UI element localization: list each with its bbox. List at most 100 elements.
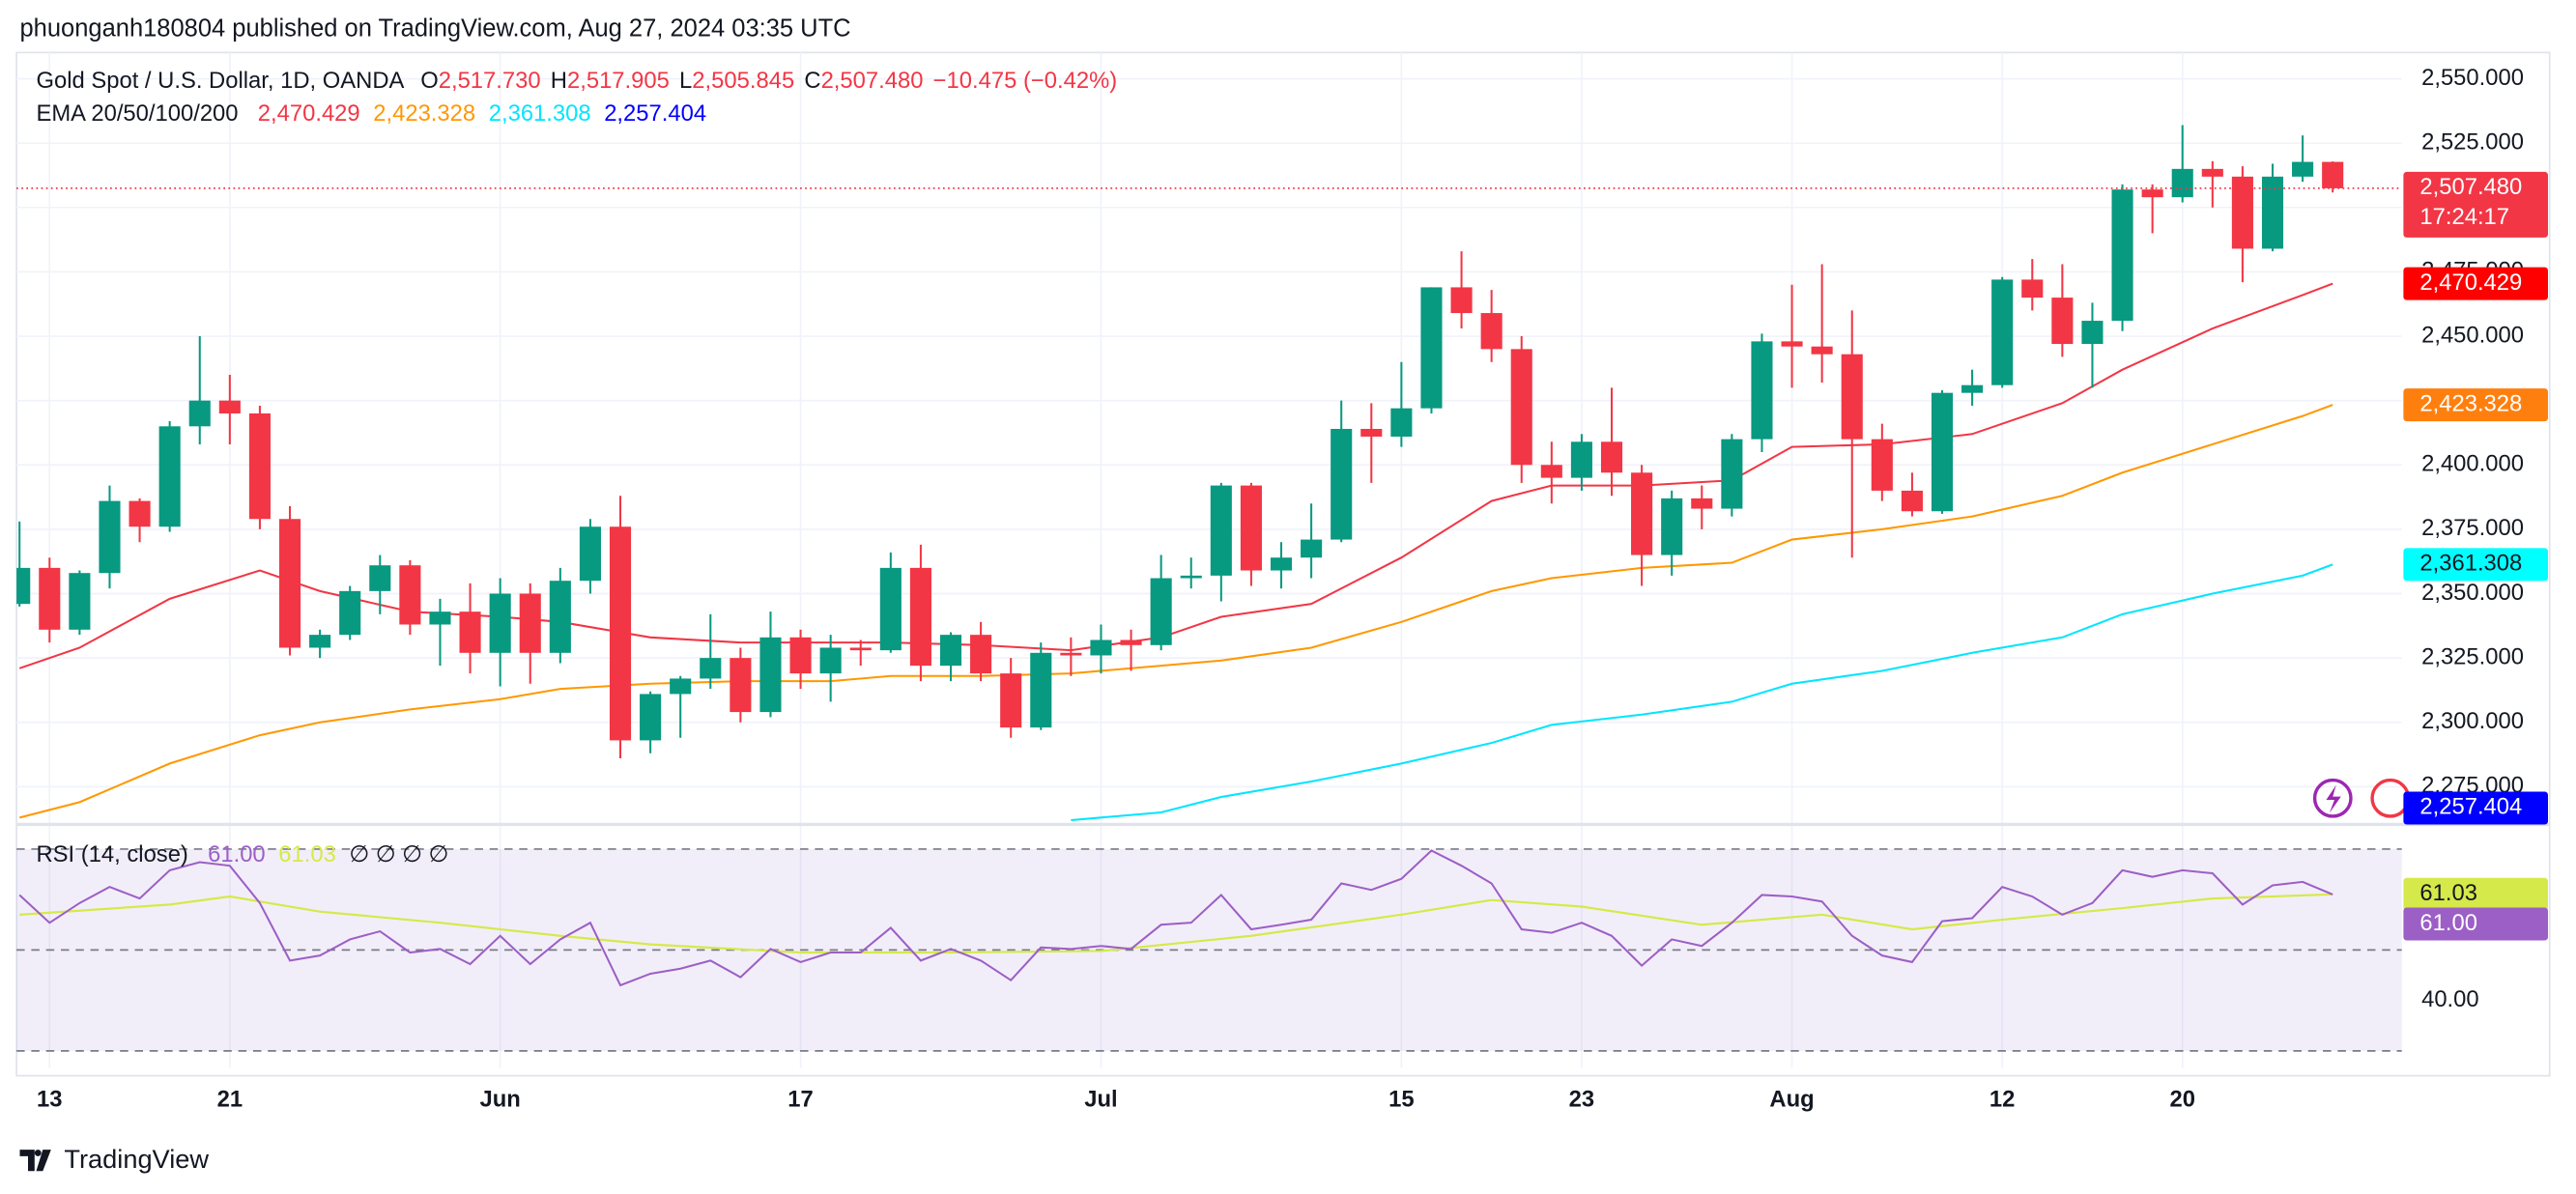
candle-body (1150, 578, 1172, 645)
candle-body (1841, 354, 1863, 440)
axis-price-box (2403, 267, 2549, 300)
candle-body (1661, 498, 1683, 555)
candle-body (218, 400, 241, 413)
y-tick-label: 2,550.000 (2421, 65, 2524, 91)
last-price-label: 2,507.480 (2419, 174, 2522, 200)
price-lines (16, 125, 2344, 822)
candle-body (2021, 279, 2044, 298)
candle-body (248, 412, 271, 520)
candle-body (16, 567, 31, 605)
candle-body (939, 635, 962, 667)
candle-body (909, 567, 931, 667)
y-tick-label: 2,350.000 (2421, 580, 2524, 606)
ema-value: 2,257.404 (604, 100, 706, 127)
logo-mark (19, 1150, 51, 1172)
candle-body (1961, 384, 1984, 393)
last-price-box (2403, 171, 2549, 238)
y-tick-label: 2,375.000 (2421, 515, 2524, 541)
candle-body (819, 647, 842, 674)
candle-body (1691, 498, 1713, 509)
candle-body (2111, 189, 2133, 322)
candle-body (2141, 189, 2163, 198)
ema-line (1071, 563, 2333, 822)
candle-body (1450, 287, 1473, 314)
x-tick-label: 23 (1569, 1086, 1594, 1112)
lightning-icon[interactable] (2312, 778, 2353, 818)
candle-body (2292, 161, 2314, 177)
rsi-ma-value: 61.03 (278, 841, 336, 867)
candle-body (1000, 673, 1022, 728)
axis-price-label: 2,470.429 (2419, 270, 2522, 296)
candle-body (789, 637, 812, 674)
ema-legend: EMA 20/50/100/200 2,470.429 2,423.328 2,36… (36, 100, 706, 127)
byline: phuonganh180804 published on TradingView… (19, 14, 850, 42)
candle-body (1240, 485, 1262, 571)
candle-body (2051, 298, 2074, 345)
ohlc-key: C (804, 68, 820, 94)
x-tick-label: 21 (217, 1086, 243, 1112)
rsi-line (18, 849, 2333, 987)
ohlc-key: O (420, 68, 439, 94)
axis-price-label: 61.00 (2419, 910, 2477, 936)
candle-body (1331, 428, 1353, 540)
candle-body (549, 581, 571, 653)
candle-body (1631, 472, 1653, 555)
candle-body (519, 593, 541, 653)
candle-body (730, 658, 752, 713)
candle-body (158, 426, 181, 527)
axis-price-box (2403, 877, 2549, 911)
y-tick-label: 2,300.000 (2421, 708, 2524, 734)
axis-price-label: 2,257.404 (2419, 794, 2522, 820)
rsi-ma-line (19, 893, 2333, 954)
rsi-lines (18, 849, 2333, 987)
candle-body (1210, 485, 1232, 576)
x-tick-label: 20 (2169, 1086, 2194, 1112)
candle-body (399, 565, 421, 625)
candle-body (188, 400, 211, 427)
symbol-title: Gold Spot / U.S. Dollar, 1D, OANDA (36, 68, 404, 94)
ema-value: 2,361.308 (489, 100, 591, 127)
candle-body (1301, 539, 1323, 558)
y-tick-label: 2,525.000 (2421, 128, 2524, 155)
candle-body (640, 694, 662, 741)
candle-body (849, 647, 872, 651)
ema-value: 2,470.429 (258, 100, 360, 127)
candle-body (759, 637, 782, 713)
candle-body (1600, 441, 1623, 473)
rsi-legend: RSI (14, close) 61.00 61.03 ∅ ∅ ∅ ∅ (36, 841, 448, 867)
candle-body (1570, 441, 1592, 478)
rsi-name: RSI (14, close) (36, 841, 187, 867)
candle-body (670, 678, 692, 695)
candle-body (1420, 287, 1443, 409)
x-tick-label: 15 (1388, 1086, 1414, 1112)
candle-body (1931, 392, 1954, 512)
candle-body (339, 590, 361, 636)
ema-line (18, 282, 2333, 669)
candle-body (1540, 465, 1562, 478)
ohlc-key: L (679, 68, 692, 94)
candle-body (1030, 652, 1052, 728)
candle-body (99, 500, 121, 574)
candle-body (579, 526, 601, 582)
candle-body (369, 565, 391, 591)
candle-body (1060, 652, 1082, 656)
axis-price-label: 2,423.328 (2419, 390, 2522, 416)
candle-body (2261, 176, 2284, 249)
change: −10.475 (−0.42%) (933, 68, 1118, 94)
candle-body (1721, 439, 1743, 509)
ohlc-key: H (551, 68, 567, 94)
candle-body (2201, 168, 2223, 177)
rsi-value: 61.00 (208, 841, 266, 867)
candle-body (1811, 346, 1833, 355)
candle-body (1390, 408, 1413, 437)
ema-name: EMA 20/50/100/200 (36, 100, 238, 127)
candle-body (309, 635, 331, 648)
x-tick-label: Jul (1084, 1086, 1117, 1112)
candle-body (2171, 168, 2193, 198)
candle-body (1480, 313, 1503, 350)
candle-body (1871, 439, 1893, 491)
candle-body (1781, 341, 1803, 347)
lightning-glyph (2326, 784, 2341, 813)
candle-body (1120, 640, 1142, 645)
ema-line (18, 404, 2333, 819)
